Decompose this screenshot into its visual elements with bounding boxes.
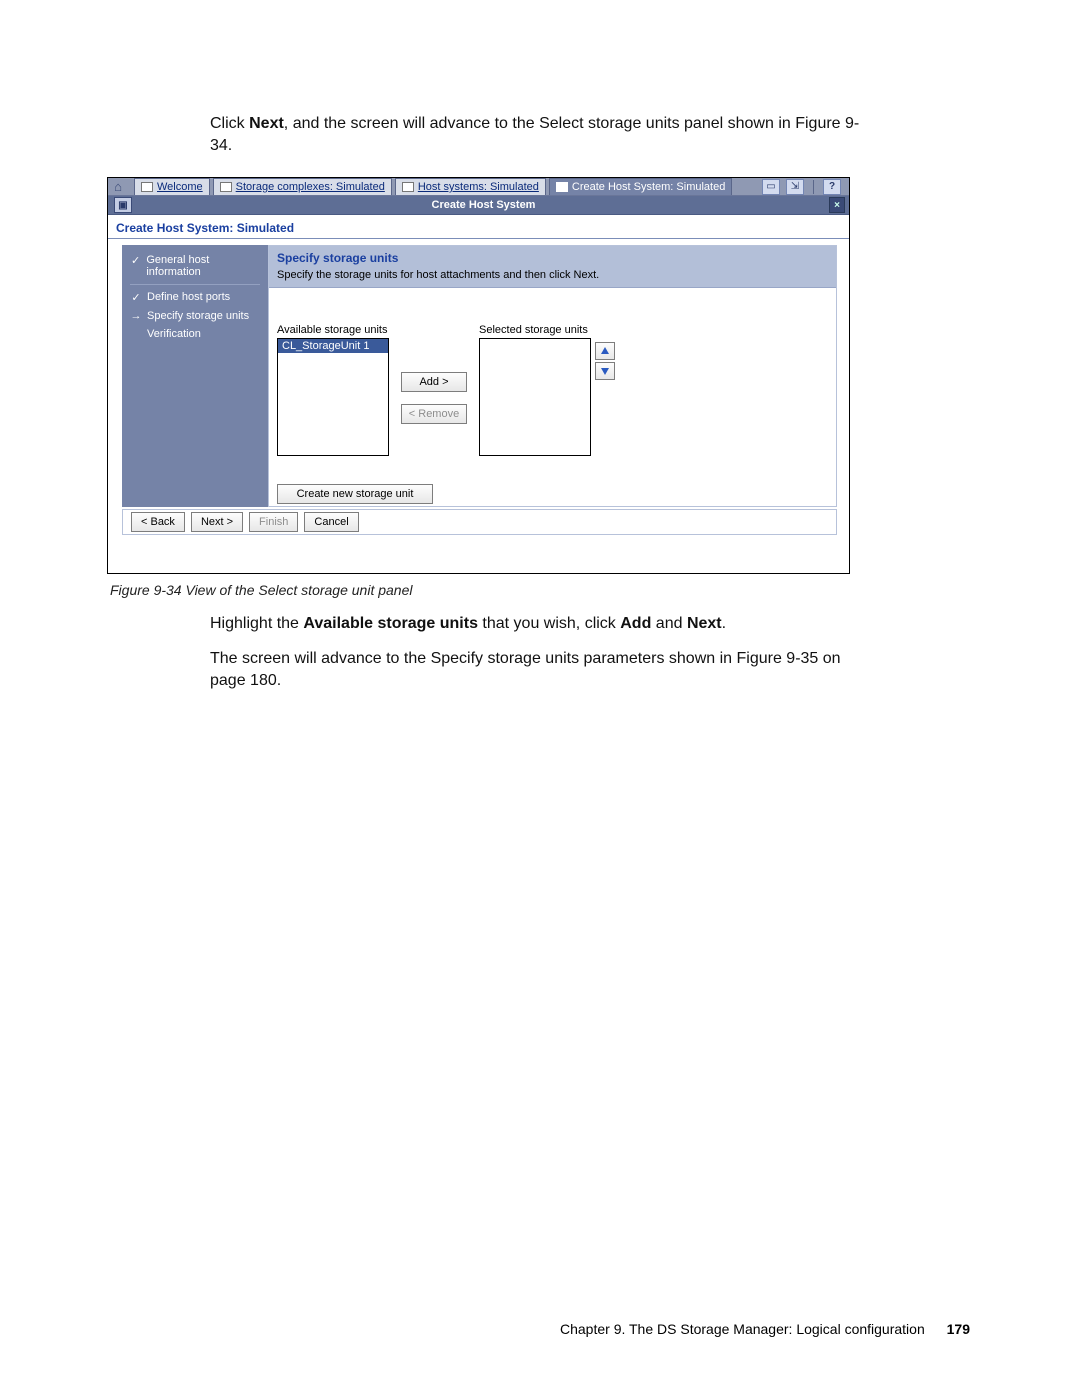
step-ports-label: Define host ports bbox=[147, 291, 230, 303]
tab-icon bbox=[402, 182, 414, 192]
tab-icon bbox=[556, 182, 568, 192]
home-icon[interactable]: ⌂ bbox=[108, 179, 128, 195]
tab-hosts-label: Host systems: Simulated bbox=[418, 181, 539, 193]
tab-storage-label: Storage complexes: Simulated bbox=[236, 181, 385, 193]
page-number: 179 bbox=[947, 1321, 970, 1337]
figure-caption: Figure 9-34 View of the Select storage u… bbox=[110, 582, 412, 598]
paragraph-advance: The screen will advance to the Specify s… bbox=[210, 648, 860, 691]
tab-icon bbox=[141, 182, 153, 192]
tab-storage-complexes[interactable]: Storage complexes: Simulated bbox=[213, 178, 392, 195]
available-label: Available storage units bbox=[277, 324, 387, 336]
selected-listbox[interactable] bbox=[479, 338, 591, 456]
step-ports: ✓ Define host ports bbox=[130, 288, 260, 307]
available-listbox[interactable]: CL_StorageUnit 1 bbox=[277, 338, 389, 456]
cancel-button[interactable]: Cancel bbox=[304, 512, 358, 532]
tab-strip: ⌂ Welcome Storage complexes: Simulated H… bbox=[108, 178, 849, 196]
step-storage: → Specify storage units bbox=[130, 307, 260, 325]
arrow-down-icon bbox=[600, 366, 610, 376]
screenshot-panel: ⌂ Welcome Storage complexes: Simulated H… bbox=[107, 177, 850, 574]
tab-create-label: Create Host System: Simulated bbox=[572, 181, 725, 193]
expand-icon[interactable]: ▣ bbox=[114, 197, 132, 213]
step-verify-label: Verification bbox=[147, 328, 201, 340]
paragraph-highlight: Highlight the Available storage units th… bbox=[210, 613, 860, 635]
wizard-content: ✓ General host information ✓ Define host… bbox=[108, 239, 849, 541]
add-button[interactable]: Add > bbox=[401, 372, 467, 392]
toolbar-icons: ▭ ⇲ ? bbox=[762, 179, 849, 195]
tool-divider bbox=[813, 180, 814, 194]
tab-create-host[interactable]: Create Host System: Simulated bbox=[549, 178, 732, 195]
intro-bold: Next bbox=[249, 115, 284, 132]
move-up-button[interactable] bbox=[595, 342, 615, 360]
step-storage-label: Specify storage units bbox=[147, 310, 249, 322]
intro-paragraph: Click Next, and the screen will advance … bbox=[210, 113, 860, 156]
tab-icon bbox=[220, 182, 232, 192]
footer-chapter: Chapter 9. The DS Storage Manager: Logic… bbox=[560, 1321, 925, 1337]
selected-label: Selected storage units bbox=[479, 324, 588, 336]
step-general-label: General host information bbox=[146, 254, 260, 278]
step-general: ✓ General host information bbox=[130, 251, 260, 281]
close-icon[interactable]: × bbox=[829, 197, 845, 213]
panel-title: Specify storage units bbox=[277, 251, 828, 265]
tab-welcome[interactable]: Welcome bbox=[134, 178, 210, 195]
move-down-button[interactable] bbox=[595, 362, 615, 380]
help-icon[interactable]: ? bbox=[823, 179, 841, 195]
remove-button[interactable]: < Remove bbox=[401, 404, 467, 424]
main-panel: Specify storage units Specify the storag… bbox=[268, 245, 837, 507]
tab-welcome-label: Welcome bbox=[157, 181, 203, 193]
window-bar: ▣ Create Host System × bbox=[108, 196, 849, 215]
check-icon: ✓ bbox=[130, 291, 142, 304]
dual-list-picker: Available storage units CL_StorageUnit 1… bbox=[269, 288, 836, 484]
wizard-steps: ✓ General host information ✓ Define host… bbox=[122, 245, 268, 507]
list-item[interactable]: CL_StorageUnit 1 bbox=[278, 339, 388, 353]
section-heading: Create Host System: Simulated bbox=[108, 215, 849, 239]
arrow-icon: → bbox=[130, 310, 142, 322]
check-icon: ✓ bbox=[130, 254, 141, 267]
intro-prefix: Click bbox=[210, 115, 249, 132]
step-verify: Verification bbox=[130, 325, 260, 343]
wizard-buttons: < Back Next > Finish Cancel bbox=[122, 509, 837, 535]
finish-button[interactable]: Finish bbox=[249, 512, 298, 532]
intro-suffix: , and the screen will advance to the Sel… bbox=[210, 115, 859, 154]
next-button[interactable]: Next > bbox=[191, 512, 243, 532]
arrow-up-icon bbox=[600, 346, 610, 356]
panel-desc: Specify the storage units for host attac… bbox=[277, 269, 828, 281]
create-storage-unit-button[interactable]: Create new storage unit bbox=[277, 484, 433, 504]
page-footer: Chapter 9. The DS Storage Manager: Logic… bbox=[560, 1321, 970, 1337]
tool-pin-icon[interactable]: ⇲ bbox=[786, 179, 804, 195]
tool-window-icon[interactable]: ▭ bbox=[762, 179, 780, 195]
back-button[interactable]: < Back bbox=[131, 512, 185, 532]
window-title: Create Host System bbox=[138, 199, 829, 211]
panel-header: Specify storage units Specify the storag… bbox=[269, 246, 836, 288]
tab-host-systems[interactable]: Host systems: Simulated bbox=[395, 178, 546, 195]
